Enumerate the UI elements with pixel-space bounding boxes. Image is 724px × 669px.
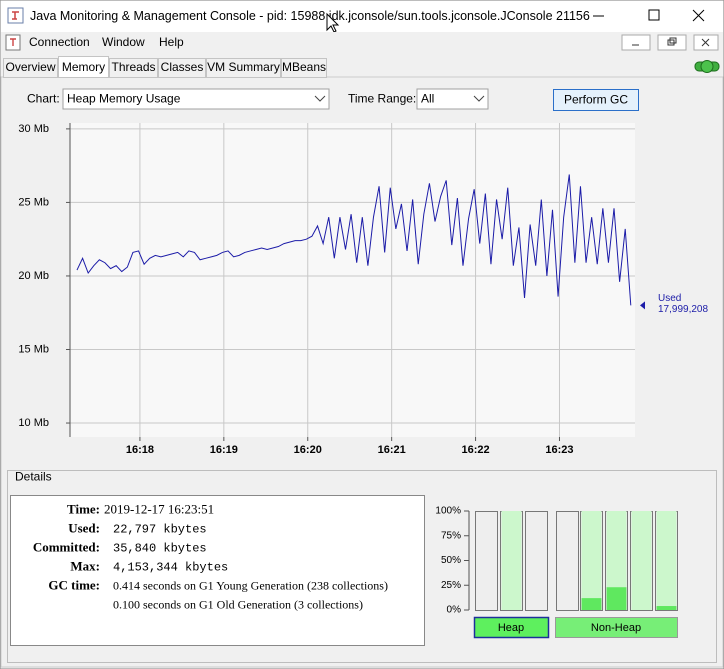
frame-minimize[interactable]	[621, 34, 651, 51]
y-tick-label: 75%	[441, 530, 461, 541]
details-box	[10, 495, 425, 646]
detail-label: Time:	[67, 501, 100, 516]
maximize-button[interactable]	[648, 9, 660, 21]
y-tick-label: 0%	[447, 605, 462, 616]
y-tick-label: 20 Mb	[18, 270, 49, 282]
tab-label: Threads	[111, 60, 155, 74]
tab-label: MBeans	[282, 60, 326, 74]
tab[interactable]	[3, 58, 58, 78]
tab-strip: Overview Memory Threads Classes VM Summary MB…	[3, 56, 327, 78]
pool-bar	[656, 606, 677, 610]
details-title-bg	[12, 472, 52, 484]
window-title: Java Monitoring & Management Console - p…	[30, 9, 590, 23]
chart-label: Chart:	[27, 92, 60, 106]
pool-bar	[656, 511, 677, 610]
time-range-label: Time Range:	[348, 92, 416, 106]
x-tick-label: 16:23	[545, 444, 573, 456]
y-tick-label: 100%	[435, 506, 461, 517]
app-icon	[7, 7, 24, 24]
perform-gc-label: Perform GC	[564, 93, 628, 107]
tab[interactable]	[158, 58, 206, 78]
pool-bar	[581, 598, 602, 610]
series-name: Used	[658, 293, 681, 304]
menu-item[interactable]: Connection	[29, 35, 90, 49]
menu-item[interactable]: Window	[102, 35, 145, 49]
pool-frame	[475, 511, 498, 611]
tab[interactable]	[109, 58, 158, 78]
menu-icon	[5, 34, 21, 51]
tab[interactable]	[281, 58, 327, 78]
x-tick-label: 16:22	[461, 444, 489, 456]
combobox-arrow	[314, 95, 326, 102]
internal-frame-buttons	[621, 34, 719, 51]
memory-chart: 10 Mb 15 Mb 20 Mb 25 Mb 30 Mb 16:18 16:19 16:20…	[18, 123, 708, 456]
menu-item[interactable]: Help	[159, 35, 184, 49]
plot-area	[70, 123, 635, 437]
detail-value: 22,797 kbytes	[113, 523, 207, 537]
detail-value: 35,840 kbytes	[113, 542, 207, 556]
series-line	[76, 174, 632, 306]
time-range-value: All	[421, 92, 434, 106]
pool-group-button[interactable]	[555, 617, 678, 638]
details-group	[7, 470, 717, 663]
detail-label: Used:	[68, 520, 100, 535]
x-tick-label: 16:19	[210, 444, 238, 456]
pool-group-label: Heap	[498, 622, 524, 634]
tab[interactable]	[58, 56, 109, 78]
tab[interactable]	[206, 58, 281, 78]
menu-bar	[1, 32, 723, 54]
series-value-label: 17,999,208	[658, 304, 708, 315]
time-range-combobox[interactable]	[416, 88, 489, 110]
y-tick-label: 25 Mb	[18, 196, 49, 208]
y-tick-label: 50%	[441, 555, 461, 566]
connection-icon	[694, 60, 720, 73]
pool-frame	[556, 511, 579, 611]
tab-label: Classes	[161, 60, 204, 74]
details-text: Time: 2019-12-17 16:23:51 Used: 22,797 kbyt…	[33, 501, 388, 611]
detail-label: GC time:	[48, 577, 100, 592]
pool-bar	[606, 587, 627, 610]
chart-combobox-value: Heap Memory Usage	[67, 92, 181, 106]
pool-chart: 0% 25% 50% 75% 100% Heap Non-Heap	[435, 506, 678, 639]
detail-label: Committed:	[33, 539, 100, 554]
detail-value: 2019-12-17 16:23:51	[104, 501, 214, 516]
x-tick-label: 16:20	[294, 444, 322, 456]
y-tick-label: 10 Mb	[18, 417, 49, 429]
pool-group-label: Non-Heap	[591, 622, 641, 634]
mouse-cursor	[326, 12, 340, 33]
details-title: Details	[15, 470, 52, 484]
pool-group-button[interactable]	[473, 616, 550, 639]
x-tick-label: 16:21	[378, 444, 406, 456]
tab-label: VM Summary	[207, 60, 280, 74]
tab-label: Overview	[5, 60, 55, 74]
pool-frame	[525, 511, 548, 611]
detail-value: 4,153,344 kbytes	[113, 561, 228, 575]
pool-bar	[501, 511, 522, 610]
pool-bar	[606, 511, 627, 610]
chart-combobox[interactable]	[62, 88, 330, 110]
value-pointer	[640, 301, 645, 310]
x-tick-label: 16:18	[126, 444, 154, 456]
close-button[interactable]	[692, 9, 705, 22]
y-tick-label: 30 Mb	[18, 123, 49, 135]
pool-bar	[581, 511, 602, 610]
perform-gc-button[interactable]	[553, 89, 639, 111]
gc-line: 0.414 seconds on G1 Young Generation (23…	[113, 578, 388, 592]
y-tick-label: 25%	[441, 580, 461, 591]
y-tick-label: 15 Mb	[18, 343, 49, 355]
combobox-arrow	[473, 95, 485, 102]
tab-label: Memory	[62, 60, 105, 74]
gc-line: 0.100 seconds on G1 Old Generation (3 co…	[113, 597, 363, 611]
detail-label: Max:	[70, 558, 100, 573]
pool-bar	[631, 511, 652, 610]
